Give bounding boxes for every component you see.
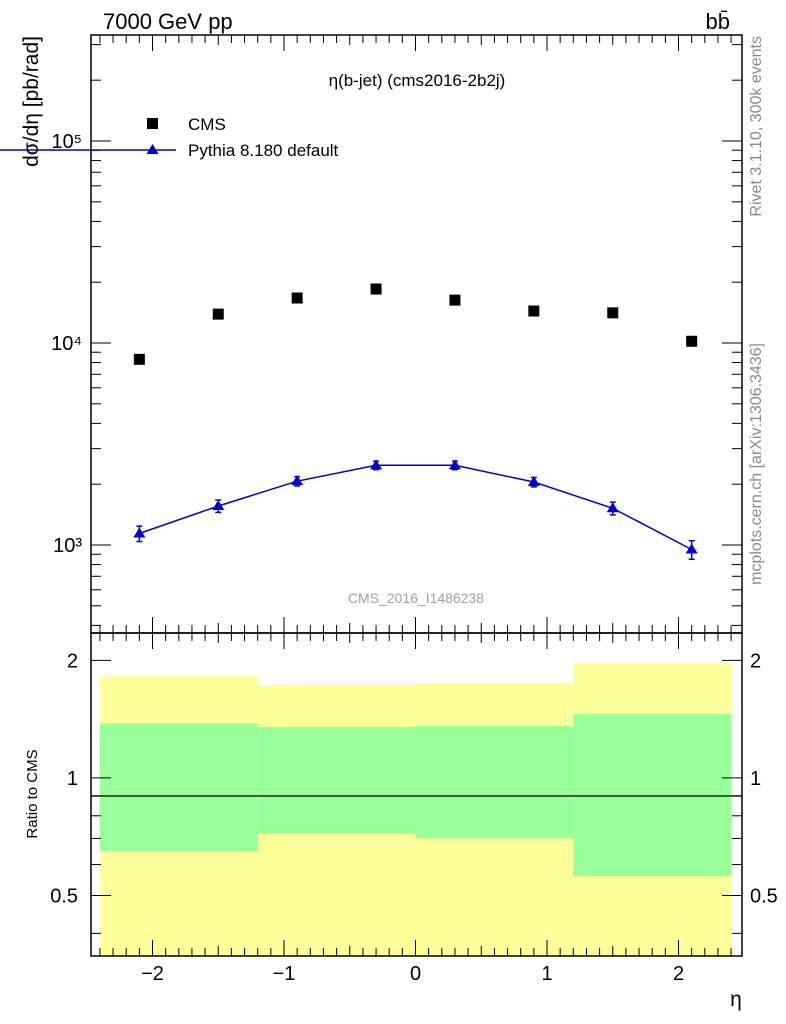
rivet-version-label: Rivet 3.1.10, 300k events	[748, 36, 765, 217]
ratio-bands-layer	[99, 662, 732, 956]
header-process-label: bb̄	[706, 9, 730, 34]
main-axis-ticks	[91, 35, 742, 633]
main-y-tick-label: 10³	[53, 535, 82, 557]
mcplots-reference-label: mcplots.cern.ch [arXiv:1306.3436]	[748, 343, 765, 585]
legend-cms-label: CMS	[188, 115, 226, 134]
ratio-axis-ticks	[91, 633, 742, 956]
cms-point	[686, 335, 698, 347]
legend: CMS Pythia 8.180 default	[0, 115, 339, 160]
analysis-watermark: CMS_2016_I1486238	[348, 590, 484, 606]
legend-pythia-label: Pythia 8.180 default	[188, 141, 339, 160]
pythia-point	[527, 476, 540, 487]
pythia-point	[133, 527, 146, 538]
main-y-axis-label: dσ/dη [pb/rad]	[20, 36, 43, 167]
main-y-tick-label: 10⁵	[51, 131, 82, 153]
ratio-x-tick-label: −1	[273, 963, 296, 985]
cms-point	[370, 283, 382, 295]
cms-point	[449, 294, 461, 306]
ratio-panel-frame	[90, 632, 743, 957]
pythia-point	[448, 459, 461, 470]
plot-title: η(b-jet) (cms2016-2b2j)	[329, 71, 506, 90]
ratio-inner-band	[99, 723, 258, 851]
ratio-x-tick-label: 0	[410, 963, 421, 985]
cms-point	[528, 305, 540, 317]
cms-point	[291, 292, 303, 304]
ratio-x-tick-label: −2	[141, 963, 164, 985]
legend-cms-marker	[147, 118, 158, 129]
pythia-point	[685, 543, 698, 554]
ratio-y-tick-label-right: 0.5	[750, 886, 778, 908]
ratio-y-tick-label-left: 1	[67, 768, 78, 790]
pythia-point	[606, 502, 619, 513]
ratio-x-tick-label: 2	[673, 963, 684, 985]
header-energy-label: 7000 GeV pp	[103, 9, 233, 34]
main-y-tick-labels: 10³ 10⁴ 10⁵	[51, 131, 82, 557]
cms-point	[607, 307, 619, 319]
ratio-y-tick-label-right: 1	[750, 768, 761, 790]
ratio-y-tick-label-left: 0.5	[50, 886, 78, 908]
ratio-inner-band	[573, 713, 732, 877]
ratio-x-tick-label: 1	[541, 963, 552, 985]
pythia-point	[291, 475, 304, 486]
pythia-line	[139, 464, 693, 551]
ratio-panel: 0.5 0.5 1 1 2 2 −2 −1 0 1 2 Ratio to CMS η	[24, 632, 778, 1011]
ratio-y-tick-label-left: 2	[67, 650, 78, 672]
pythia-point	[370, 459, 383, 470]
pythia-point	[212, 499, 225, 510]
ratio-y-tick-label-right: 2	[750, 650, 761, 672]
cms-point	[212, 308, 224, 320]
main-panel: 10³ 10⁴ 10⁵ dσ/dη [pb/rad] η(b-jet) (cms20…	[0, 34, 743, 634]
main-series-layer	[133, 283, 698, 561]
ratio-y-axis-label: Ratio to CMS	[24, 749, 41, 838]
ratio-x-axis-label: η	[730, 988, 742, 1011]
legend-pythia-marker	[146, 144, 159, 154]
ratio-inner-band	[415, 725, 574, 839]
ratio-x-tick-labels: −2 −1 0 1 2	[141, 963, 684, 985]
main-y-tick-label: 10⁴	[51, 333, 82, 355]
ratio-inner-band	[257, 727, 416, 834]
ratio-y-tick-labels: 0.5 0.5 1 1 2 2	[50, 650, 778, 907]
cms-point	[133, 353, 145, 365]
